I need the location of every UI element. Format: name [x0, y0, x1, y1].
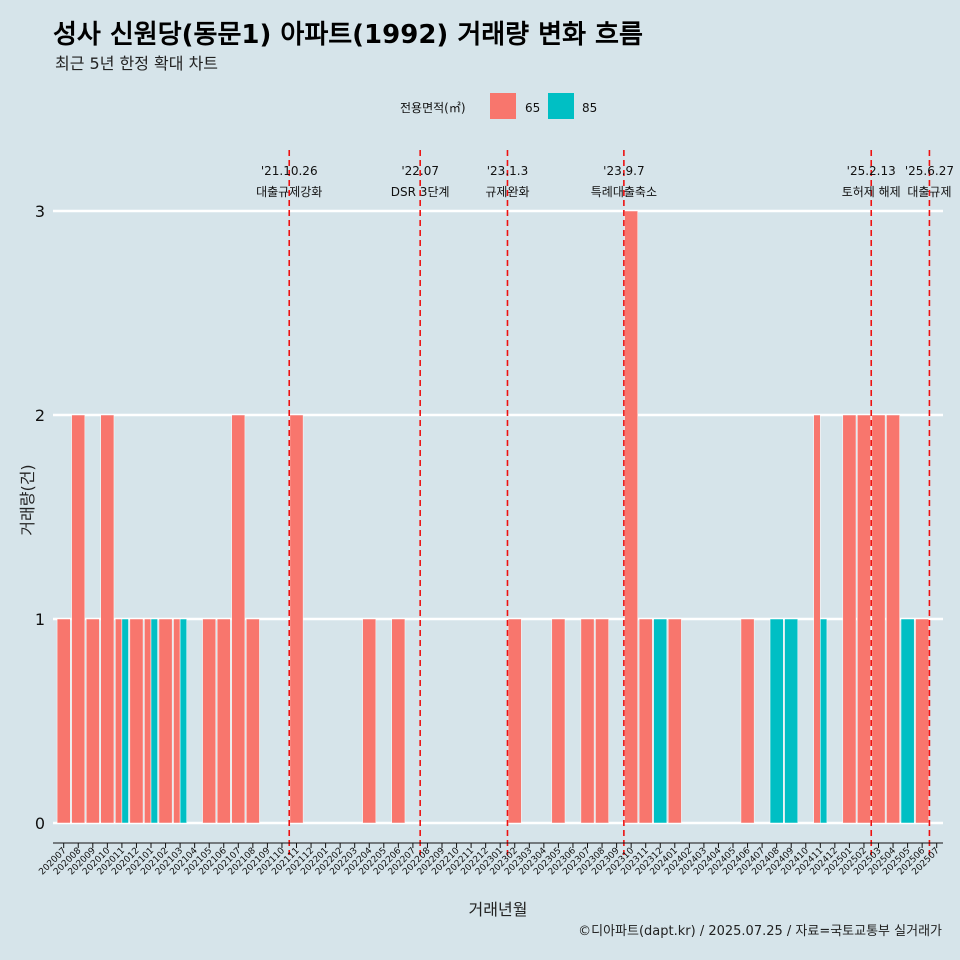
- annotation-date-2: '23.1.3: [487, 164, 528, 178]
- bar-65-202107: [231, 414, 246, 824]
- bar-65-202007: [56, 618, 71, 824]
- annotation-labels: '21.10.26 대출규제강화 '22.07 DSR 3단계 '23.1.3 규제완화 '…: [256, 164, 954, 199]
- chart-subtitle: 최근 5년 한정 확대 차트: [55, 54, 218, 73]
- bar-85-202409: [784, 618, 799, 824]
- annotation-date-5: '25.6.27: [905, 164, 954, 178]
- x-axis-ticks: 2020072020082020092020102020112020122021…: [37, 843, 942, 877]
- bar-65-202106: [216, 618, 231, 824]
- bar-65-202105: [202, 618, 217, 824]
- bar-65-202502: [857, 414, 871, 824]
- annotation-date-4: '25.2.13: [847, 164, 896, 178]
- bar-65-202204: [362, 618, 377, 824]
- x-axis-title: 거래년월: [469, 900, 528, 919]
- bar-65-202504: [886, 414, 900, 824]
- bar-65-202111: [289, 414, 304, 824]
- legend-title: 전용면적(㎡): [400, 101, 466, 115]
- bar-85-202411: [820, 618, 828, 824]
- y-tick-label: 1: [35, 610, 45, 629]
- bar-65-202206: [391, 618, 406, 824]
- y-tick-label: 0: [35, 814, 45, 833]
- caption: ©디아파트(dapt.kr) / 2025.07.25 / 자료=국토교통부 실…: [578, 924, 942, 939]
- y-axis-ticks: 0 1 2 3: [35, 202, 45, 833]
- bar-65-202012: [129, 618, 144, 824]
- bar-85-202408: [769, 618, 784, 824]
- bar-85-202011: [121, 618, 129, 824]
- bar-65-202307: [580, 618, 595, 824]
- annotation-label-5: 대출규제: [907, 185, 951, 199]
- annotation-label-0: 대출규제강화: [256, 185, 322, 199]
- annotation-label-4: 토허제 해제: [842, 185, 901, 199]
- bar-85-202505: [900, 618, 915, 824]
- annotation-label-2: 규제완화: [485, 185, 529, 199]
- bar-65-202503: [871, 414, 886, 824]
- bar-65-202501: [842, 414, 857, 824]
- bar-65-202008: [71, 414, 86, 824]
- bar-65-202103: [173, 618, 181, 824]
- bar-65-202101: [144, 618, 152, 824]
- bar-65-202302: [507, 618, 522, 824]
- annotation-label-1: DSR 3단계: [391, 185, 450, 199]
- bar-65-202310: [624, 210, 638, 824]
- bar-65-202010: [100, 414, 115, 824]
- legend-label-65: 65: [525, 101, 540, 115]
- y-tick-label: 2: [35, 406, 45, 425]
- bar-85-202103: [179, 618, 187, 824]
- bar-65-202102: [158, 618, 173, 824]
- bar-85-202312: [653, 618, 668, 824]
- bar-85-202101: [150, 618, 158, 824]
- bar-65-202009: [85, 618, 100, 824]
- legend-swatch-65: [490, 93, 516, 119]
- y-tick-label: 3: [35, 202, 45, 221]
- bar-65-202305: [551, 618, 566, 824]
- annotation-date-0: '21.10.26: [261, 164, 318, 178]
- bar-65-202506: [915, 618, 929, 824]
- bar-65-202308: [595, 618, 609, 824]
- legend: 전용면적(㎡) 65 85: [400, 93, 597, 119]
- bar-65-202311: [638, 618, 653, 824]
- bar-65-202108: [246, 618, 260, 824]
- legend-swatch-85: [548, 93, 574, 119]
- bars: [56, 210, 929, 824]
- bar-65-202011: [115, 618, 123, 824]
- bar-65-202406: [740, 618, 755, 824]
- chart-title: 성사 신원당(동문1) 아파트(1992) 거래량 변화 흐름: [53, 20, 643, 50]
- y-axis-title: 거래량(건): [18, 464, 37, 535]
- bar-65-202411: [813, 414, 821, 824]
- annotation-label-3: 특례대출축소: [591, 185, 657, 199]
- legend-label-85: 85: [582, 101, 597, 115]
- bar-65-202401: [667, 618, 682, 824]
- annotation-date-1: '22.07: [401, 164, 439, 178]
- annotation-lines: [288, 150, 931, 855]
- annotation-date-3: '23.9.7: [603, 164, 644, 178]
